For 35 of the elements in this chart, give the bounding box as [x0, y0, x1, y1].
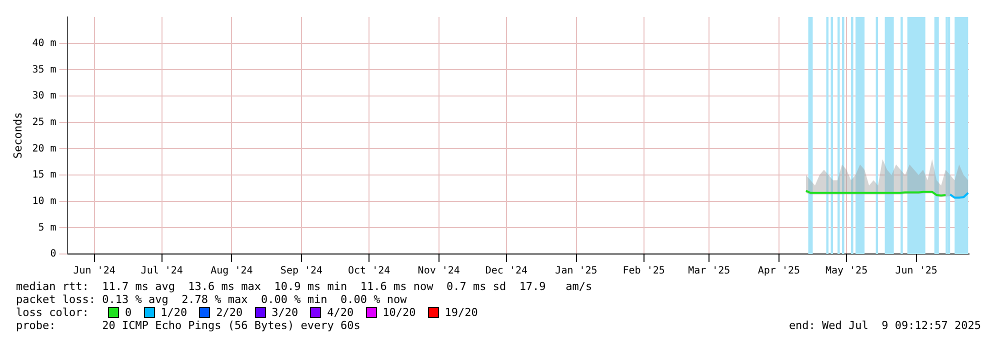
y-tick-label: 40 m	[32, 38, 56, 49]
y-tick-label: 10 m	[32, 196, 56, 207]
x-tick-label: Jun '25	[895, 266, 938, 277]
y-axis-title: Seconds	[11, 112, 24, 159]
x-tick-label: May '25	[825, 266, 868, 277]
y-tick-label: 0	[50, 248, 56, 260]
x-tick-label: Sep '24	[280, 266, 323, 277]
legend-label: 0	[125, 306, 132, 319]
text: packet loss: 0.13 % avg 2.78 % max 0.00 % min 0.00 % now	[16, 293, 408, 306]
legend-label: 10/20	[382, 306, 416, 319]
legend-label: 4/20	[327, 306, 354, 319]
y-tick-label: 35 m	[32, 64, 56, 76]
text: end: Wed Jul 9 09:12:57 2025	[788, 319, 981, 332]
text: median rtt: 11.7 ms avg 13.6 ms max 10.9 ms min 11.6 ms now 0.7 ms sd 17.9 am/s	[16, 280, 594, 293]
x-tick-label: Dec '24	[485, 266, 528, 277]
x-tick-label: Jul '24	[140, 266, 183, 277]
legend-title: loss color:	[16, 306, 90, 319]
y-tick-label: 20 m	[32, 143, 56, 154]
x-tick-label: Nov '24	[418, 266, 460, 277]
x-tick-label: Feb '25	[622, 266, 665, 277]
x-tick-label: Apr '25	[758, 266, 800, 277]
y-tick-label: 5 m	[38, 222, 56, 234]
x-tick-label: Jan '25	[555, 266, 598, 277]
legend-label: 1/20	[160, 306, 188, 319]
x-tick-label: Jun '24	[73, 266, 116, 277]
legend-label: 2/20	[216, 306, 243, 319]
y-tick-label: 15 m	[32, 170, 56, 181]
x-tick-label: Mar '25	[688, 266, 730, 277]
text: probe: 20 ICMP Echo Pings (56 Bytes) every 60s	[16, 319, 360, 332]
y-tick-label: 30 m	[32, 90, 56, 102]
x-tick-label: Oct '24	[348, 266, 390, 277]
x-tick-label: Aug '24	[210, 266, 253, 277]
y-tick-label: 25 m	[32, 116, 56, 128]
legend-label: 19/20	[444, 306, 478, 319]
legend-label: 3/20	[272, 306, 298, 319]
